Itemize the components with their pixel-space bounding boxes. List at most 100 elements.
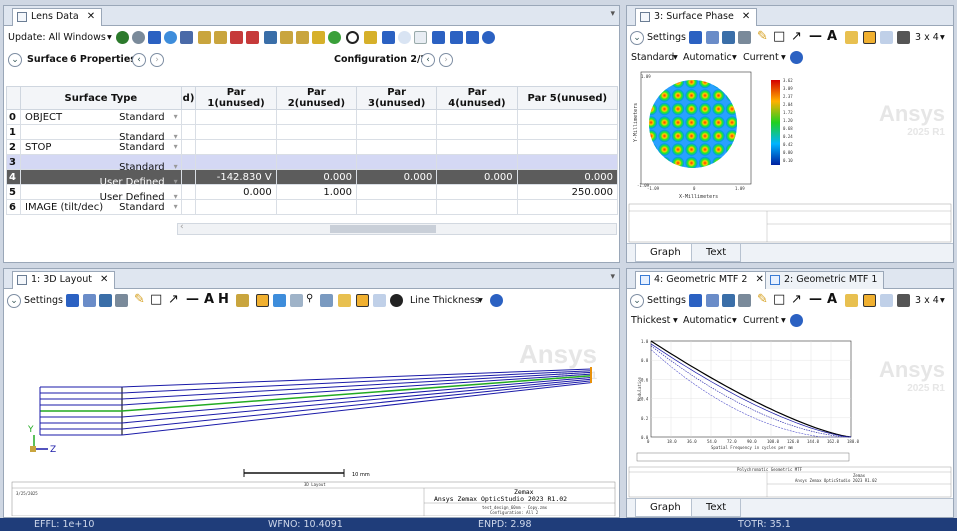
par5-cell[interactable] [516,109,619,125]
graph-tab[interactable]: Graph [635,244,696,262]
lock-icon[interactable] [338,294,351,307]
chevron-down-icon[interactable]: ▾ [173,192,178,201]
surface-type-cell[interactable]: Standard ▾ [20,154,182,173]
tab-surface-phase[interactable]: 3: Surface Phase ✕ [635,8,758,26]
table-row[interactable]: 2 STOP Standard ▾ [5,139,619,155]
chevron-down-icon[interactable]: ▾ [173,162,178,171]
table-icon[interactable] [414,31,427,44]
par4-cell[interactable] [436,184,518,200]
column-header[interactable]: Par 4(unused) [436,86,518,110]
surface-type-cell[interactable]: Standard ▾ [20,124,182,143]
hline-icon[interactable]: — [809,29,822,44]
solve-icon[interactable] [328,31,341,44]
surface-type-cell[interactable]: User Defined ▾ [20,169,182,188]
help-icon[interactable] [482,31,495,44]
settings-button[interactable]: Settings [647,32,686,43]
chevron-down-icon[interactable]: ▾ [173,132,178,141]
move-icon[interactable] [290,294,303,307]
par2-cell[interactable] [275,109,358,125]
lens-insert-icon[interactable] [264,31,277,44]
par1-cell[interactable] [195,109,277,125]
help-icon[interactable] [790,314,803,327]
hline-icon[interactable]: — [809,292,822,307]
current-dropdown[interactable]: Current [743,52,779,63]
forward-icon[interactable] [466,31,479,44]
tab-3d-layout[interactable]: 1: 3D Layout ✕ [12,271,116,289]
line-icon[interactable]: ↗ [791,292,802,307]
surface-type-cell[interactable]: IMAGE (tilt/dec) Standard ▾ [20,199,182,215]
refresh-icon[interactable] [116,31,129,44]
par1-cell[interactable]: 0.000 [195,184,277,200]
print-icon[interactable] [738,31,751,44]
cell[interactable] [180,109,197,125]
par2-cell[interactable] [275,199,358,215]
c-tool-icon[interactable] [382,31,395,44]
expand-icon[interactable] [432,31,445,44]
par1-cell[interactable] [195,199,277,215]
text-tab[interactable]: Text [691,499,742,517]
chevron-down-icon[interactable]: ▾ [781,52,786,63]
chevron-down-icon[interactable]: ▾ [478,295,483,306]
ray-tool-2-icon[interactable] [214,31,227,44]
par1-cell[interactable] [195,139,277,155]
par5-cell[interactable] [516,139,619,155]
line-icon[interactable]: ↗ [168,292,179,307]
view-icon[interactable] [273,294,286,307]
table-row[interactable]: 6 IMAGE (tilt/dec) Standard ▾ [5,199,619,215]
table-row[interactable]: 3 Standard ▾ [5,154,619,173]
layout-grid-icon[interactable] [356,294,369,307]
par5-cell[interactable]: 250.000 [516,184,619,200]
lock-icon[interactable] [845,294,858,307]
pencil-icon[interactable]: ✎ [134,292,145,307]
chevron-down-icon[interactable]: ▾ [732,52,737,63]
column-header[interactable]: Par 2(unused) [275,86,358,110]
par3-cell[interactable]: 0.000 [356,169,438,185]
chevron-down-icon[interactable]: ▾ [781,315,786,326]
make-thermal-icon[interactable] [364,31,377,44]
par3-cell[interactable] [356,184,438,200]
layout-icon[interactable] [863,294,876,307]
par2-cell[interactable] [275,139,358,155]
close-icon[interactable]: ✕ [86,11,96,22]
rectangle-icon[interactable]: □ [773,29,786,44]
rotate-icon[interactable] [236,294,249,307]
automatic-dropdown[interactable]: Automatic [683,315,732,326]
options-icon[interactable] [390,294,403,307]
settings-toggle-icon[interactable]: ⌄ [7,294,21,308]
par2-cell[interactable] [275,154,358,170]
chevron-down-icon[interactable]: ▾ [173,177,178,186]
refresh-icon[interactable] [689,294,702,307]
text-icon[interactable]: A [827,292,838,307]
current-dropdown[interactable]: Current [743,315,779,326]
par2-cell[interactable] [275,124,358,140]
text-tab[interactable]: Text [691,244,742,262]
settings-button[interactable]: Settings [24,295,63,306]
settings-gear-icon[interactable] [132,31,145,44]
lens-insert-3-icon[interactable] [296,31,309,44]
par4-cell[interactable] [436,109,518,125]
text-icon[interactable]: A [827,29,838,44]
rectangle-icon[interactable]: □ [150,292,163,307]
line-thickness-dropdown[interactable]: Line Thickness [410,295,480,306]
par4-cell[interactable] [436,139,518,155]
wave-icon[interactable] [230,31,243,44]
matrix-icon[interactable] [180,31,193,44]
pane-menu-icon[interactable]: ▾ [610,272,615,282]
chevron-down-icon[interactable]: ▾ [673,52,678,63]
pencil-icon[interactable]: ✎ [757,29,768,44]
chevron-down-icon[interactable]: ▾ [173,141,178,151]
star-icon[interactable] [312,31,325,44]
prev-surface-button[interactable]: ‹ [132,53,146,67]
image-icon[interactable] [320,294,333,307]
column-header[interactable]: d) [180,86,197,110]
table-row[interactable]: 1 Standard ▾ [5,124,619,143]
cell[interactable] [180,199,197,215]
grid-size-chevron-icon[interactable]: ▾ [940,32,945,43]
par3-cell[interactable] [356,199,438,215]
pencil-icon[interactable]: ✎ [757,292,768,307]
globe-icon[interactable] [164,31,177,44]
line-icon[interactable]: ↗ [791,29,802,44]
surface-type-cell[interactable]: OBJECT Standard ▾ [20,109,182,125]
lock-icon[interactable] [845,31,858,44]
copy-icon[interactable] [706,294,719,307]
